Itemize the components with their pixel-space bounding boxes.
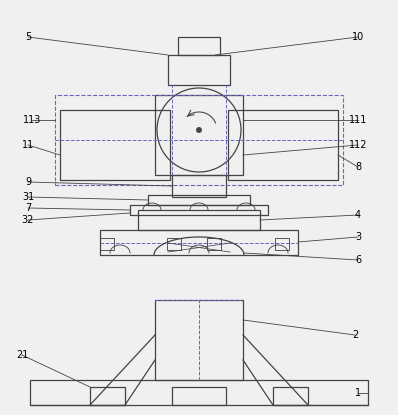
Text: 8: 8 — [355, 162, 361, 172]
Text: 1: 1 — [355, 388, 361, 398]
Text: 5: 5 — [25, 32, 31, 42]
Bar — [148, 195, 250, 205]
Bar — [228, 110, 338, 180]
Text: 6: 6 — [355, 255, 361, 265]
Bar — [178, 37, 220, 55]
Bar — [172, 175, 226, 197]
Bar — [168, 55, 230, 85]
Bar — [30, 380, 368, 405]
Bar — [155, 300, 243, 380]
Text: 32: 32 — [22, 215, 34, 225]
Bar — [172, 387, 226, 405]
Bar — [138, 210, 260, 230]
Bar — [55, 95, 343, 185]
Text: 113: 113 — [23, 115, 41, 125]
Bar — [167, 238, 181, 250]
Text: 112: 112 — [349, 140, 367, 150]
Text: 4: 4 — [355, 210, 361, 220]
Circle shape — [196, 127, 202, 133]
Bar — [100, 238, 114, 250]
Text: 2: 2 — [352, 330, 358, 340]
Text: 3: 3 — [355, 232, 361, 242]
Text: 21: 21 — [16, 350, 28, 360]
Bar — [207, 238, 221, 250]
Text: 10: 10 — [352, 32, 364, 42]
Text: 11: 11 — [22, 140, 34, 150]
Text: 31: 31 — [22, 192, 34, 202]
Bar — [60, 110, 170, 180]
Text: 111: 111 — [349, 115, 367, 125]
Bar — [100, 230, 298, 255]
Text: 9: 9 — [25, 177, 31, 187]
Bar — [275, 238, 289, 250]
Bar — [273, 387, 308, 405]
Bar — [90, 387, 125, 405]
Bar — [155, 95, 243, 175]
Text: 7: 7 — [25, 203, 31, 213]
Bar — [130, 205, 268, 215]
